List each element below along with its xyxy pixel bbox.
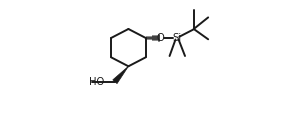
Polygon shape xyxy=(113,66,128,84)
Text: HO: HO xyxy=(89,77,104,87)
Text: Si: Si xyxy=(173,33,181,43)
Text: O: O xyxy=(156,33,164,43)
